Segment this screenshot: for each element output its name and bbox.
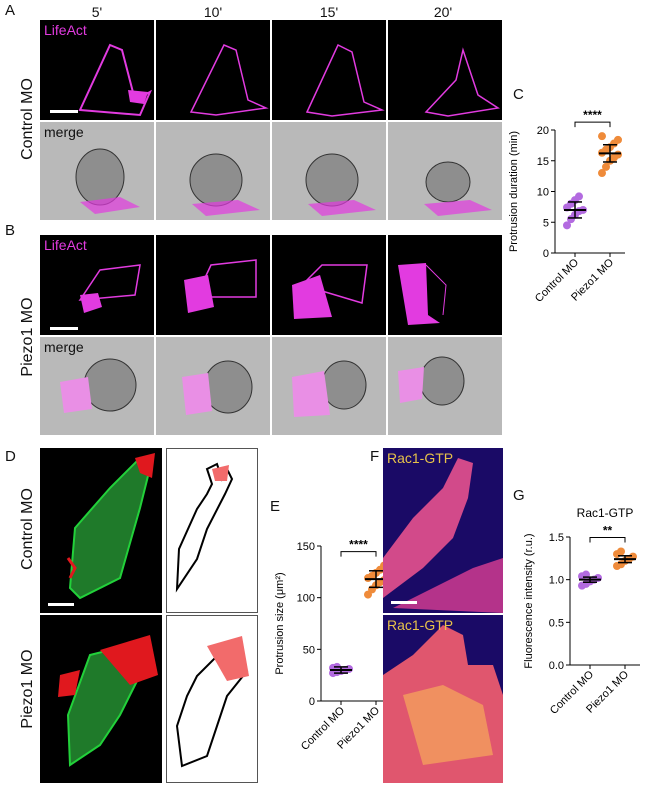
- micrograph-b-lifeact-5: LifeAct: [40, 235, 154, 335]
- data-point: [598, 169, 606, 178]
- outline-d-piezo1: [166, 615, 258, 783]
- chart-title: Rac1-GTP: [577, 506, 634, 520]
- micrograph-a-lifeact-5: LifeAct: [40, 20, 154, 120]
- data-point: [575, 192, 583, 201]
- significance-label: ****: [583, 110, 602, 122]
- data-point: [594, 573, 602, 582]
- y-tick-label: 0.0: [549, 660, 564, 672]
- micrograph-b-merge-10: [156, 337, 270, 435]
- time-label-10: 10': [203, 4, 223, 20]
- micrograph-b-merge-5: merge: [40, 337, 154, 435]
- scale-bar-a: [50, 110, 78, 113]
- micrograph-d-piezo1: [40, 615, 162, 783]
- data-point: [614, 150, 622, 159]
- micrograph-a-lifeact-10: [156, 20, 270, 120]
- panel-label-c: C: [513, 86, 524, 103]
- y-tick-label: 0: [543, 248, 549, 260]
- panel-label-a: A: [5, 2, 16, 19]
- stain-label-rac1-gtp-control: Rac1-GTP: [387, 450, 454, 466]
- significance-label: **: [603, 524, 613, 538]
- stain-label-lifeact-a: LifeAct: [44, 22, 87, 38]
- y-tick-label: 20: [537, 125, 549, 137]
- panel-label-g: G: [513, 487, 525, 504]
- y-axis-label: Fluorescence intensity (r.u.): [523, 533, 535, 668]
- outline-d-control: [166, 448, 258, 613]
- y-axis-label: Protrusion size (μm²): [274, 572, 286, 674]
- y-tick-label: 50: [303, 644, 315, 656]
- stain-label-rac1-gtp-piezo1: Rac1-GTP: [387, 617, 454, 633]
- data-point: [563, 221, 571, 230]
- scale-bar-d: [48, 603, 74, 606]
- stain-label-merge-a: merge: [44, 124, 84, 140]
- micrograph-a-merge-15: [272, 122, 386, 220]
- y-tick-label: 0.5: [549, 617, 564, 629]
- panel-label-b: B: [5, 222, 16, 239]
- micrograph-d-control: [40, 448, 162, 613]
- micrograph-f-piezo1: Rac1-GTP: [383, 615, 503, 783]
- row-label-control-mo-d: Control MO: [19, 488, 36, 570]
- stain-label-lifeact-b: LifeAct: [44, 237, 87, 253]
- row-label-piezo1-mo-b: Piezo1 MO: [19, 297, 36, 377]
- micrograph-f-control: Rac1-GTP: [383, 448, 503, 613]
- micrograph-b-lifeact-10: [156, 235, 270, 335]
- y-tick-label: 10: [537, 187, 549, 199]
- data-point: [598, 132, 606, 141]
- y-tick-label: 100: [297, 593, 315, 605]
- time-label-5: 5': [91, 4, 103, 20]
- y-tick-label: 150: [297, 541, 315, 553]
- data-point: [617, 547, 625, 556]
- time-label-20: 20': [433, 4, 453, 20]
- micrograph-a-lifeact-15: [272, 20, 386, 120]
- micrograph-a-lifeact-20: [388, 20, 502, 120]
- stain-label-merge-b: merge: [44, 339, 84, 355]
- data-point: [602, 162, 610, 171]
- row-label-control-mo-a: Control MO: [19, 78, 36, 160]
- scale-bar-f: [391, 601, 417, 604]
- significance-bracket: [589, 537, 626, 543]
- panel-label-f: F: [370, 448, 380, 465]
- data-point: [614, 135, 622, 144]
- row-label-piezo1-mo-d: Piezo1 MO: [19, 649, 36, 729]
- scale-bar-b: [50, 327, 78, 330]
- micrograph-b-merge-20: [388, 337, 502, 435]
- micrograph-b-lifeact-15: [272, 235, 386, 335]
- time-label-15: 15': [319, 4, 339, 20]
- micrograph-b-lifeact-20: [388, 235, 502, 335]
- significance-label: ****: [349, 538, 368, 552]
- significance-bracket: [340, 551, 377, 557]
- panel-label-d: D: [5, 448, 16, 465]
- y-tick-label: 1.5: [549, 532, 564, 544]
- significance-bracket: [574, 121, 611, 128]
- micrograph-a-merge-10: [156, 122, 270, 220]
- chart-g: Rac1-GTP Fluorescence intensity (r.u.) 0.0…: [523, 506, 640, 717]
- micrograph-b-merge-15: [272, 337, 386, 435]
- micrograph-a-merge-20: [388, 122, 502, 220]
- y-axis-label: Protrusion duration (min): [508, 131, 520, 252]
- chart-c: Protrusion duration (min)05101520Control…: [508, 110, 625, 305]
- panel-label-e: E: [270, 498, 281, 515]
- y-tick-label: 1.0: [549, 575, 564, 587]
- y-tick-label: 15: [537, 156, 549, 168]
- y-tick-label: 0: [309, 696, 315, 708]
- y-tick-label: 5: [543, 217, 549, 229]
- micrograph-a-merge-5: merge: [40, 122, 154, 220]
